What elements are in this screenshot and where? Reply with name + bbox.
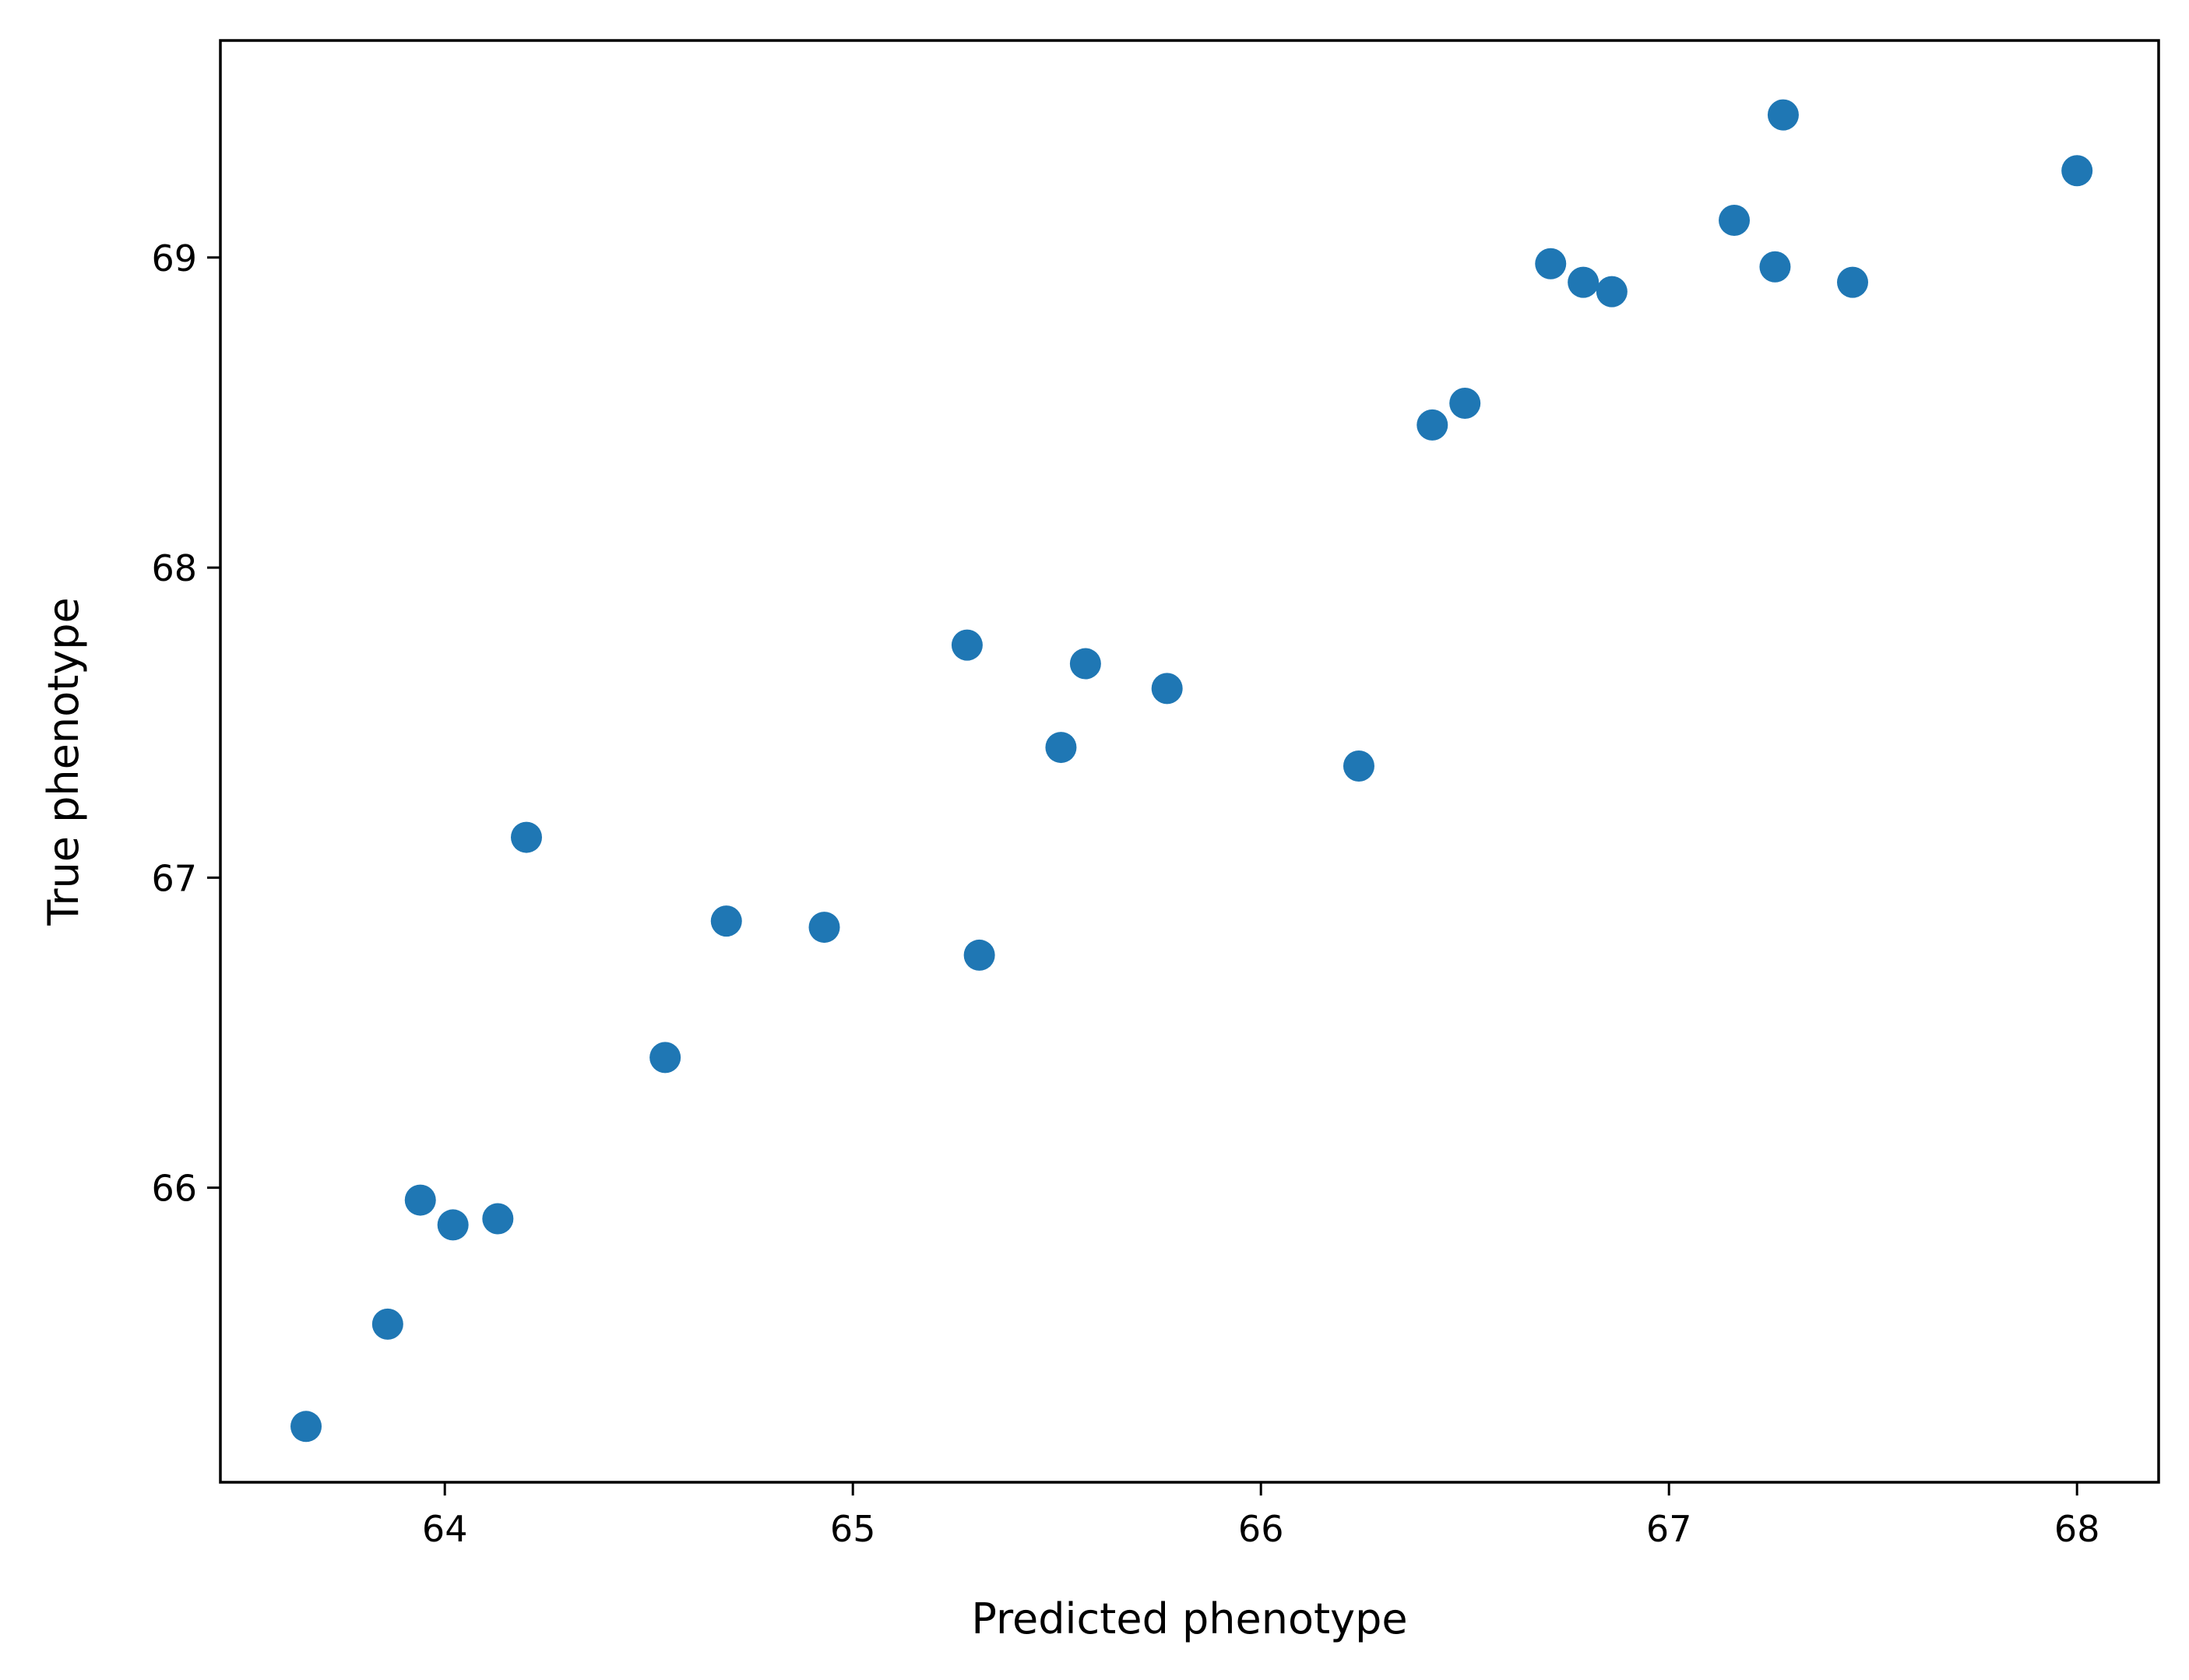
data-point [1719, 205, 1751, 237]
data-point [404, 1184, 436, 1216]
x-tick-label: 64 [422, 1508, 468, 1550]
y-tick-label: 66 [151, 1168, 197, 1210]
y-tick-label: 69 [151, 237, 197, 279]
data-point [1767, 99, 1799, 131]
data-point [1535, 248, 1567, 279]
data-point [710, 905, 742, 937]
x-tick-label: 67 [1646, 1508, 1692, 1550]
data-point [1343, 750, 1374, 782]
data-point [1069, 648, 1101, 680]
data-point [1151, 673, 1183, 705]
x-tick-label: 65 [830, 1508, 876, 1550]
data-point [808, 912, 840, 944]
data-point [649, 1042, 681, 1074]
data-point [511, 821, 542, 853]
points-layer [290, 99, 2093, 1443]
x-tick-label: 68 [2054, 1508, 2100, 1550]
data-point [1596, 276, 1628, 308]
data-point [1417, 409, 1448, 441]
x-axis-ticks: 64 65 66 67 68 [422, 1482, 2100, 1550]
data-point [290, 1411, 322, 1443]
y-axis-label: True phenotype [39, 597, 88, 926]
x-tick-label: 66 [1238, 1508, 1284, 1550]
y-tick-label: 68 [151, 547, 197, 589]
data-point [1045, 732, 1077, 764]
data-point [951, 629, 983, 661]
data-point [1837, 266, 1868, 298]
data-point [1449, 387, 1481, 419]
data-point [482, 1203, 514, 1235]
data-point [963, 939, 995, 971]
x-axis-label: Predicted phenotype [971, 1594, 1407, 1643]
data-point [1568, 266, 1600, 298]
y-axis-ticks: 66 67 68 69 [151, 237, 220, 1210]
data-point [371, 1308, 403, 1340]
y-tick-label: 67 [151, 857, 197, 899]
data-point [437, 1209, 469, 1241]
data-point [1759, 251, 1791, 283]
data-point [2061, 155, 2093, 187]
plot-frame [219, 39, 2160, 1484]
